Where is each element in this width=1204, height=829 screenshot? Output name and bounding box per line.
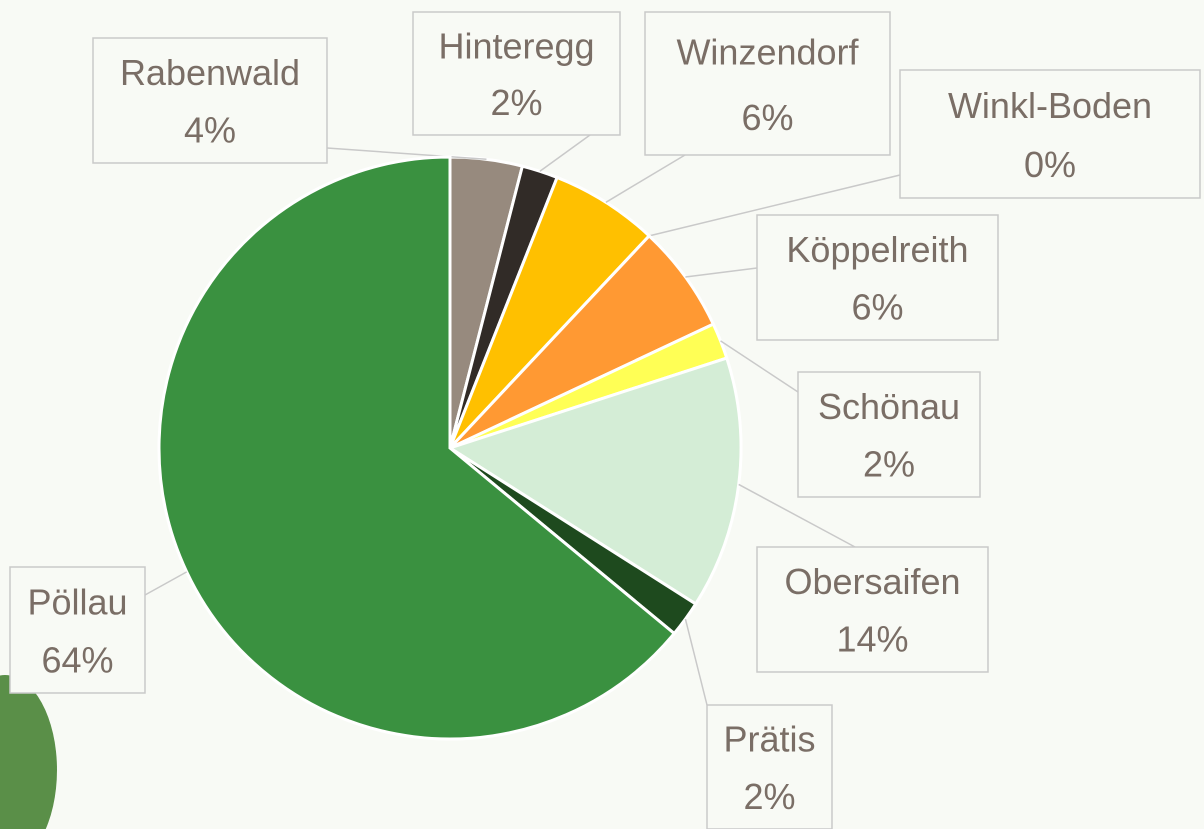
category-label: Winkl-Boden (948, 85, 1152, 126)
value-label: 2% (490, 82, 542, 123)
label-box (92, 37, 328, 164)
label-box (756, 546, 989, 673)
value-label: 64% (41, 639, 113, 680)
leader-line (685, 267, 758, 278)
leader-line (605, 154, 686, 203)
value-label: 0% (1024, 144, 1076, 185)
value-label: 6% (851, 287, 903, 328)
pie-slice (157, 155, 677, 741)
category-label: Hinteregg (438, 25, 594, 66)
pie-slice (446, 356, 743, 606)
category-label: Winzendorf (676, 31, 859, 72)
label-box (412, 11, 621, 136)
value-label: 2% (743, 776, 795, 817)
category-label: Obersaifen (784, 561, 960, 602)
decoration (0, 675, 57, 829)
value-label: 2% (863, 444, 915, 485)
leader-line (720, 340, 799, 393)
value-label: 4% (184, 110, 236, 151)
label-box (9, 566, 146, 694)
value-label: 6% (741, 97, 793, 138)
value-label: 14% (836, 619, 908, 660)
label-box (797, 371, 981, 498)
leader-line (684, 618, 708, 706)
leader-line (738, 483, 856, 548)
label-box (644, 11, 891, 156)
category-label: Rabenwald (120, 52, 300, 93)
leader-line (539, 134, 591, 172)
category-label: Pöllau (27, 581, 127, 622)
category-label: Schönau (818, 386, 960, 427)
label-box (706, 704, 833, 829)
leader-line (144, 571, 188, 596)
label-box (899, 69, 1201, 199)
leader-line (326, 147, 487, 161)
label-box (756, 214, 999, 341)
leader-line (649, 174, 901, 237)
category-label: Prätis (723, 719, 815, 760)
category-label: Köppelreith (786, 229, 968, 270)
